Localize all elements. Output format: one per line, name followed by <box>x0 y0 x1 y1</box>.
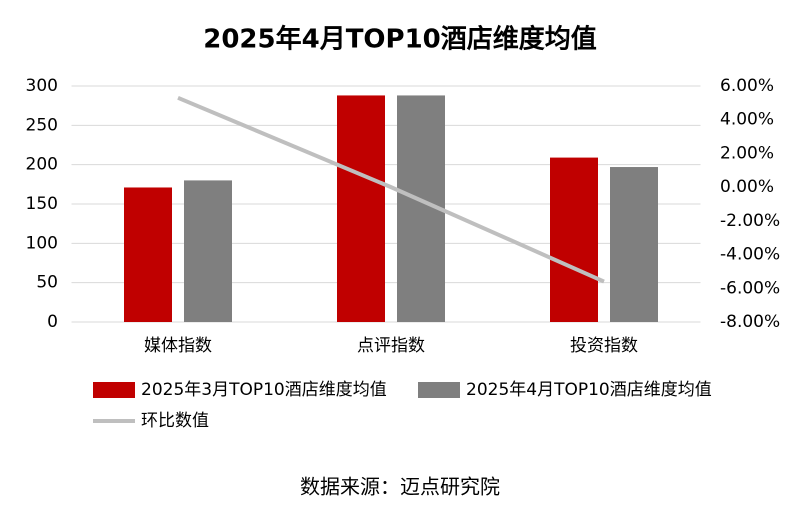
y-tick-label: 150 <box>26 194 58 214</box>
y2-tick-label: -8.00% <box>720 312 780 332</box>
legend-swatch <box>93 382 135 398</box>
y-tick-label: 300 <box>26 76 58 96</box>
legend-label: 2025年4月TOP10酒店维度均值 <box>466 380 712 400</box>
y-tick-label: 0 <box>47 312 58 332</box>
y2-tick-label: 2.00% <box>720 143 774 163</box>
x-tick-label: 投资指数 <box>570 336 638 356</box>
legend-label: 2025年3月TOP10酒店维度均值 <box>141 380 387 400</box>
legend-label: 环比数值 <box>141 411 209 431</box>
source-note: 数据来源：迈点研究院 <box>300 475 500 499</box>
y2-tick-label: 0.00% <box>720 177 774 197</box>
y-tick-label: 100 <box>26 233 58 253</box>
bar <box>184 180 232 322</box>
line <box>177 95 605 284</box>
y2-tick-label: -4.00% <box>720 245 780 265</box>
y-tick-label: 250 <box>26 115 58 135</box>
y2-tick-label: -6.00% <box>720 278 780 298</box>
bar <box>124 187 172 322</box>
x-tick-label: 点评指数 <box>357 336 425 356</box>
bar <box>610 167 658 322</box>
y-tick-label: 200 <box>26 155 58 175</box>
bar <box>550 157 598 322</box>
x-tick-label: 媒体指数 <box>144 336 212 356</box>
y2-tick-label: 4.00% <box>720 110 774 130</box>
legend-swatch <box>418 382 460 398</box>
y2-tick-label: 6.00% <box>720 76 774 96</box>
y2-tick-label: -2.00% <box>720 211 780 231</box>
chart-title: 2025年4月TOP10酒店维度均值 <box>203 24 597 55</box>
bar <box>337 95 385 322</box>
y-tick-label: 50 <box>36 273 58 293</box>
